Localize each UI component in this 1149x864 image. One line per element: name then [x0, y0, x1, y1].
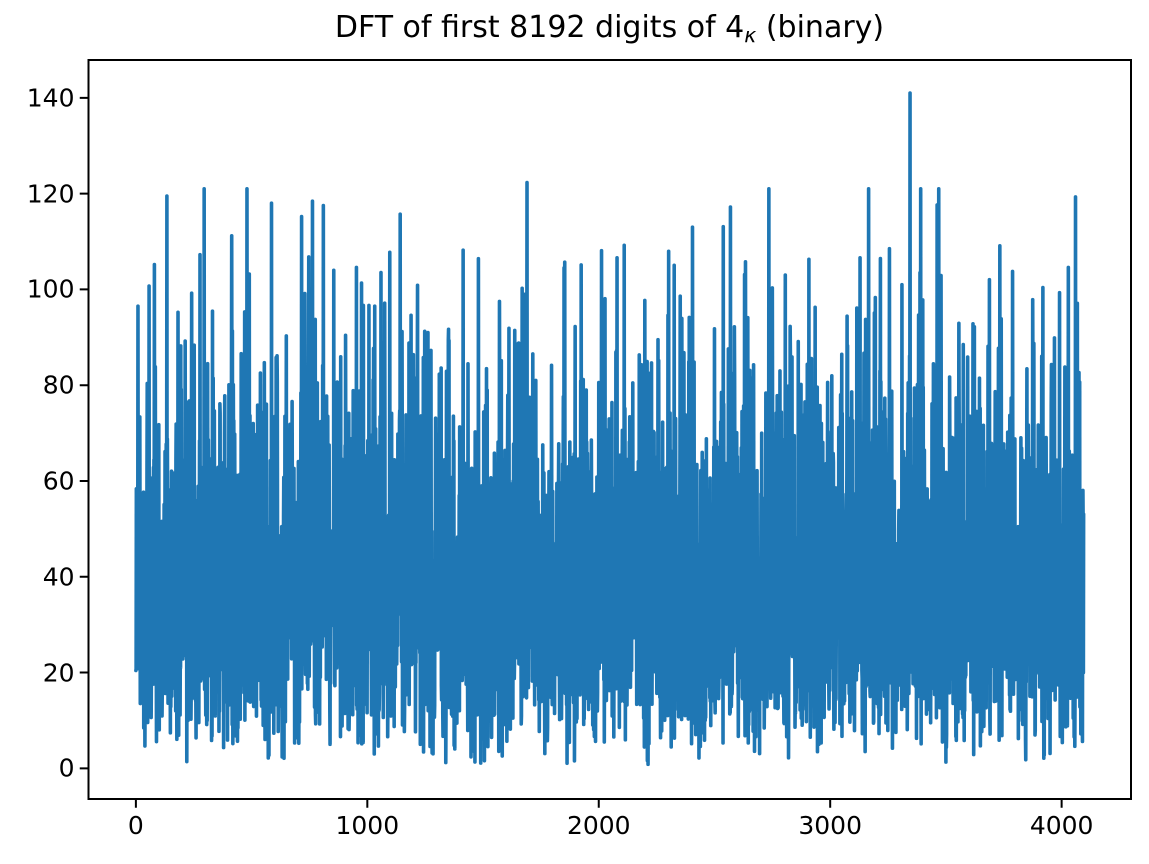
chart-title: DFT of first 8192 digits of 4κ (binary)	[88, 10, 1131, 53]
chart-title-suffix: (binary)	[756, 10, 885, 45]
x-tick-label: 3000	[798, 810, 862, 840]
x-tick-label: 4000	[1029, 810, 1094, 840]
y-tick-label: 100	[26, 274, 75, 304]
y-tick-label: 40	[42, 562, 75, 592]
chart-title-subscript: κ	[744, 23, 757, 47]
y-tick-label: 140	[26, 83, 75, 113]
y-tick-label: 20	[42, 658, 75, 688]
y-tick-label: 80	[42, 370, 75, 400]
x-tick-label: 0	[127, 810, 144, 840]
x-tick-label: 2000	[566, 810, 631, 840]
chart-title-prefix: DFT of first 8192 digits of 4	[334, 10, 745, 45]
y-tick-label: 120	[26, 179, 75, 209]
y-tick-label: 60	[42, 466, 75, 496]
x-tick-label: 1000	[335, 810, 400, 840]
y-tick-label: 0	[58, 753, 75, 783]
